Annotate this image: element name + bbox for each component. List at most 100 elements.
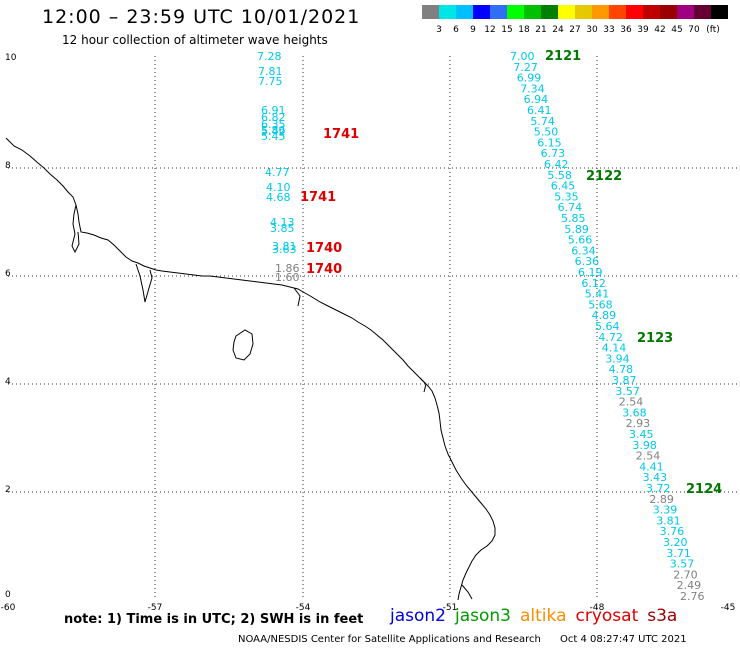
color-swatch xyxy=(626,5,643,19)
wave-height-label: 3.76 xyxy=(660,525,685,538)
axis-tick-labels: -60 -57 -54 -51 -48 -45 0 2 4 6 8 10 xyxy=(1,53,736,610)
color-scale-label: 9 xyxy=(470,25,476,35)
wave-height-label: 1.60 xyxy=(275,271,300,284)
x-tick-label: -45 xyxy=(721,603,736,610)
color-swatch xyxy=(711,5,728,19)
wave-height-label: 6.34 xyxy=(571,244,596,257)
legend-entry-altika: altika xyxy=(520,606,567,626)
wave-height-label: 2.54 xyxy=(636,450,661,463)
y-tick-label: 6 xyxy=(5,269,11,279)
color-swatch xyxy=(422,5,439,19)
color-swatch xyxy=(541,5,558,19)
x-tick-label: -54 xyxy=(296,603,311,610)
color-scale-label: 24 xyxy=(552,25,564,35)
wave-height-label: 3.85 xyxy=(270,222,295,235)
color-swatch xyxy=(592,5,609,19)
wave-height-label: 4.13 xyxy=(270,216,295,229)
pass-number: 2123 xyxy=(637,331,673,346)
wave-height-label: 4.41 xyxy=(639,460,664,473)
wave-height-label: 2.93 xyxy=(626,417,651,430)
wave-height-label: 6.12 xyxy=(581,277,606,290)
y-tick-label: 10 xyxy=(5,53,17,63)
x-tick-label: -48 xyxy=(590,603,605,610)
wave-height-label: 2.89 xyxy=(649,493,674,506)
wave-height-label: 5.86 xyxy=(261,124,286,137)
color-swatch xyxy=(677,5,694,19)
wave-height-label: 7.75 xyxy=(258,75,283,88)
credit-text: NOAA/NESDIS Center for Satellite Applica… xyxy=(238,634,541,645)
wave-height-label: 4.68 xyxy=(266,191,291,204)
wave-height-map: -60 -57 -54 -51 -48 -45 0 2 4 6 8 10 7.28 7.817.75 6.… xyxy=(1,49,740,610)
color-scale-label: 30 xyxy=(586,25,598,35)
color-swatch xyxy=(507,5,524,19)
wave-height-label: 6.41 xyxy=(527,104,552,117)
color-scale-label: 27 xyxy=(569,25,580,35)
color-scale-label: 3 xyxy=(436,25,442,35)
wave-height-label: 5.64 xyxy=(595,320,620,333)
pass-number: 1741 xyxy=(300,190,336,205)
x-tick-label: -57 xyxy=(148,603,163,610)
color-scale-label: 45 xyxy=(671,25,682,35)
wave-height-label: 7.00 xyxy=(510,50,535,63)
satellite-track-right: 7.007.276.997.346.946.415.745.506.156.73… xyxy=(510,50,705,603)
color-swatch xyxy=(524,5,541,19)
wave-height-label: 2.49 xyxy=(677,579,702,592)
color-scale-label: 18 xyxy=(518,25,530,35)
wave-height-label: 3.72 xyxy=(646,482,671,495)
color-scale-label: 21 xyxy=(535,25,546,35)
wave-height-label: 4.89 xyxy=(592,309,617,322)
wave-height-label: 5.50 xyxy=(534,126,559,139)
color-scale-label: 39 xyxy=(637,25,649,35)
wave-height-label: 4.78 xyxy=(609,363,634,376)
wave-height-label: 7.81 xyxy=(258,65,283,78)
color-scale-label: 6 xyxy=(453,25,459,35)
wave-height-label: 5.85 xyxy=(561,212,586,225)
page-subtitle: 12 hour collection of altimeter wave hei… xyxy=(62,33,328,47)
wave-height-label: 3.57 xyxy=(615,385,640,398)
wave-height-label: 4.72 xyxy=(598,331,623,344)
color-swatch xyxy=(643,5,660,19)
wave-height-label: 4.10 xyxy=(266,181,291,194)
wave-height-label: 3.68 xyxy=(622,406,647,419)
wave-height-label: 5.74 xyxy=(530,115,555,128)
wave-height-label: 5.66 xyxy=(568,234,593,247)
wave-height-label: 6.15 xyxy=(537,136,562,149)
wave-height-label: 2.54 xyxy=(619,396,644,409)
color-swatch xyxy=(575,5,592,19)
x-tick-label: -51 xyxy=(443,603,458,610)
wave-height-label: 6.73 xyxy=(541,147,566,160)
satellite-track-left: 7.28 7.817.75 6.916.826.355.865.425.45 4.77… xyxy=(257,50,300,284)
wave-height-label: 6.94 xyxy=(524,93,549,106)
wave-height-label: 7.28 xyxy=(257,50,282,63)
pass-number: 2124 xyxy=(686,482,722,497)
color-scale-label: (ft) xyxy=(706,25,720,35)
color-swatch xyxy=(660,5,677,19)
color-scale-label: 42 xyxy=(654,25,665,35)
color-swatch xyxy=(456,5,473,19)
pass-number: 2122 xyxy=(586,169,622,184)
island xyxy=(232,329,254,361)
timestamp-text: Oct 4 08:27:47 UTC 2021 xyxy=(560,634,687,645)
y-tick-label: 8 xyxy=(5,161,11,171)
wave-height-label: 3.81 xyxy=(656,514,681,527)
wave-height-label: 6.99 xyxy=(517,72,542,85)
wave-height-label: 3.45 xyxy=(629,428,654,441)
wave-height-label: 6.91 xyxy=(261,104,286,117)
wave-height-label: 5.58 xyxy=(547,169,572,182)
pass-number-labels: 2121 2122 2123 2124 1741 1741 1740 1740 xyxy=(300,49,722,497)
color-scale-label: 12 xyxy=(484,25,495,35)
y-tick-label: 2 xyxy=(5,485,11,495)
wave-height-label: 5.42 xyxy=(261,125,286,138)
legend-entry-jason3: jason3 xyxy=(455,606,511,626)
color-swatch xyxy=(490,5,507,19)
wave-height-label: 5.45 xyxy=(261,130,286,143)
wave-height-label: 6.45 xyxy=(551,180,576,193)
wave-height-label: 6.82 xyxy=(261,111,286,124)
wave-height-label: 7.34 xyxy=(520,82,545,95)
color-swatch xyxy=(694,5,711,19)
x-tick-label: -60 xyxy=(1,603,16,610)
color-scale-label: 36 xyxy=(620,25,632,35)
wave-height-label: 3.39 xyxy=(653,504,678,517)
coastline xyxy=(5,137,496,601)
wave-height-label: 1.86 xyxy=(275,262,300,275)
